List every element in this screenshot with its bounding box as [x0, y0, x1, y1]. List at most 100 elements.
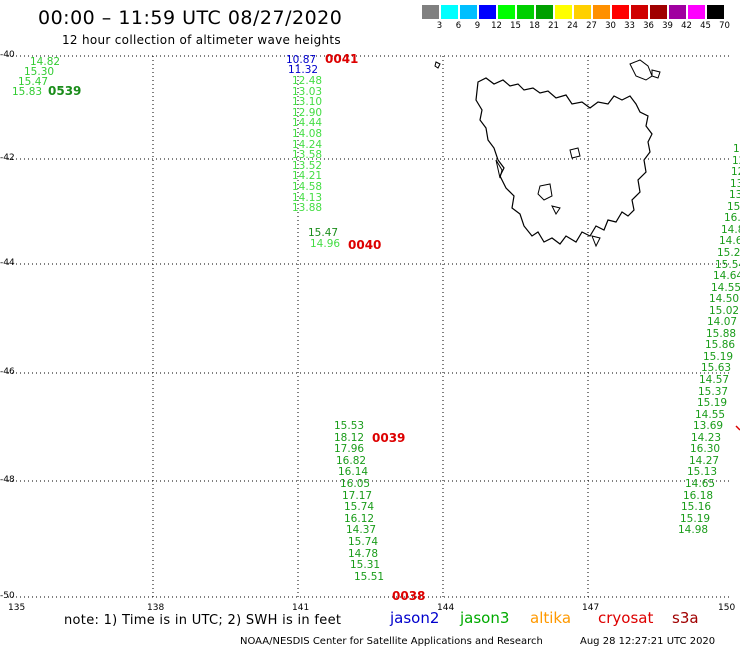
- pass-time-label: 0041: [325, 52, 359, 66]
- island-king: [434, 61, 441, 69]
- wave-height-value: 16.12: [344, 512, 375, 525]
- wave-height-value: 13.69: [693, 420, 724, 433]
- wave-height-value: 14.21: [292, 170, 323, 183]
- wave-height-value: 14.58: [292, 181, 323, 193]
- colorbar-swatch: [707, 5, 724, 19]
- wave-height-value: 17.17: [342, 489, 373, 502]
- wave-height-value: 15.26: [717, 246, 740, 259]
- colorbar-label: 15: [510, 21, 521, 31]
- wave-height-value: 14.6: [719, 235, 740, 248]
- bay-inlet: [495, 159, 503, 179]
- colorbar-label: 18: [529, 21, 540, 31]
- footer-note: note: 1) Time is in UTC; 2) SWH is in fe…: [64, 613, 342, 628]
- wave-height-value: 16.14: [338, 466, 369, 479]
- colorbar-swatch: [631, 5, 648, 19]
- wave-height-value: 18.12: [334, 431, 365, 444]
- wave-height-value: 14.27: [689, 454, 720, 467]
- wave-height-value: 13.03: [292, 85, 323, 98]
- wave-height-value: 15.74: [344, 501, 375, 514]
- wave-height-value: 15.8: [727, 200, 740, 213]
- latitude-label: -50: [0, 591, 15, 601]
- colorbar-swatch: [555, 5, 572, 19]
- colorbar-label: 30: [605, 21, 616, 31]
- colorbar-swatch: [498, 5, 515, 19]
- latitude-label: -46: [0, 367, 15, 377]
- wave-height-value: 15.13: [687, 466, 718, 479]
- wave-height-value: 14.55: [711, 281, 740, 294]
- lake-1: [569, 147, 581, 159]
- wave-height-value: 14.24: [292, 138, 323, 151]
- colorbar-label: 45: [700, 21, 711, 31]
- wave-height-value: 14.50: [709, 293, 740, 306]
- colorbar-label: 36: [643, 21, 654, 31]
- island-flinders: [629, 59, 653, 81]
- colorbar-swatch: [593, 5, 610, 19]
- wave-height-value: 14.55: [695, 408, 726, 421]
- wave-height-value: 13.10: [292, 96, 323, 109]
- wave-height-value: 14.37: [346, 524, 377, 537]
- colorbar-label: 12: [491, 21, 502, 31]
- wave-height-value: 14.57: [699, 374, 730, 386]
- wave-height-value: 15.47: [308, 227, 339, 239]
- latitude-label: -40: [0, 50, 15, 60]
- wave-height-value: 14.98: [678, 524, 709, 537]
- wave-height-value: 10.87: [286, 54, 317, 66]
- wave-height-value: 14.96: [310, 238, 341, 250]
- satellite-legend-item: cryosat: [598, 609, 654, 627]
- colorbar-swatch: [650, 5, 667, 19]
- wave-height-value: 13.: [729, 189, 740, 202]
- wave-height-value: 12.: [732, 154, 740, 167]
- pass-time-label: 0038: [392, 589, 426, 603]
- wave-height-value: 15.19: [703, 350, 734, 363]
- colorbar-label: 39: [662, 21, 673, 31]
- island-cape-barren: [651, 69, 661, 79]
- pass-time-label: 0539: [48, 84, 82, 98]
- wave-height-value: 14.: [733, 143, 740, 155]
- colorbar-label: 70: [719, 21, 730, 31]
- tasmania-coastline: [475, 77, 653, 245]
- colorbar-label: (ft): [735, 21, 740, 31]
- wave-height-value: 16.82: [336, 454, 367, 467]
- wave-height-value: 11.32: [288, 64, 319, 76]
- satellite-legend-item: jason2: [390, 609, 440, 627]
- longitude-label: 138: [147, 603, 165, 613]
- colorbar-label: 21: [548, 21, 559, 31]
- wave-height-value: 15.83: [12, 86, 43, 98]
- wave-height-value: 14.44: [292, 117, 323, 130]
- footer-credit: NOAA/NESDIS Center for Satellite Applica…: [240, 636, 543, 647]
- wave-height-value: 12.48: [292, 75, 323, 87]
- wave-height-value: 14.13: [292, 191, 323, 204]
- wave-height-value: 15.19: [697, 397, 728, 410]
- wave-height-value: 16.30: [690, 443, 721, 456]
- wave-height-value: 17.96: [334, 443, 365, 456]
- colorbar-swatch: [688, 5, 705, 19]
- colorbar-swatch: [517, 5, 534, 19]
- wave-height-value: 13.: [730, 177, 740, 190]
- colorbar-label: 24: [567, 21, 578, 31]
- pass-time-label: 0040: [348, 238, 382, 252]
- cryosat-edge-tick: [735, 425, 740, 431]
- footer-timestamp: Aug 28 12:27:21 UTC 2020: [580, 636, 716, 647]
- wave-height-value: 14.8: [721, 223, 740, 236]
- lake-3: [551, 205, 561, 215]
- wave-height-value: 15.88: [706, 327, 737, 340]
- satellite-legend-item: s3a: [672, 609, 699, 627]
- latitude-label: -42: [0, 153, 15, 163]
- wave-height-value: 15.47: [18, 76, 49, 88]
- colorbar-swatch: [612, 5, 629, 19]
- wave-height-value: 15.30: [24, 66, 55, 78]
- wave-height-value: 15.74: [348, 536, 379, 548]
- pass-time-label: 0039: [372, 431, 406, 445]
- wave-height-value: 12.: [731, 166, 740, 179]
- latitude-label: -48: [0, 475, 15, 485]
- colorbar-label: 6: [455, 21, 462, 31]
- colorbar-label: 42: [681, 21, 692, 31]
- wave-height-value: 16.18: [683, 489, 714, 502]
- colorbar-swatch: [422, 5, 439, 19]
- wave-height-value: 14.78: [348, 547, 379, 560]
- wave-height-value: 13.88: [292, 202, 323, 215]
- wave-height-value: 16.05: [340, 478, 371, 490]
- longitude-label: 141: [292, 603, 310, 613]
- colorbar-label: 9: [474, 21, 481, 31]
